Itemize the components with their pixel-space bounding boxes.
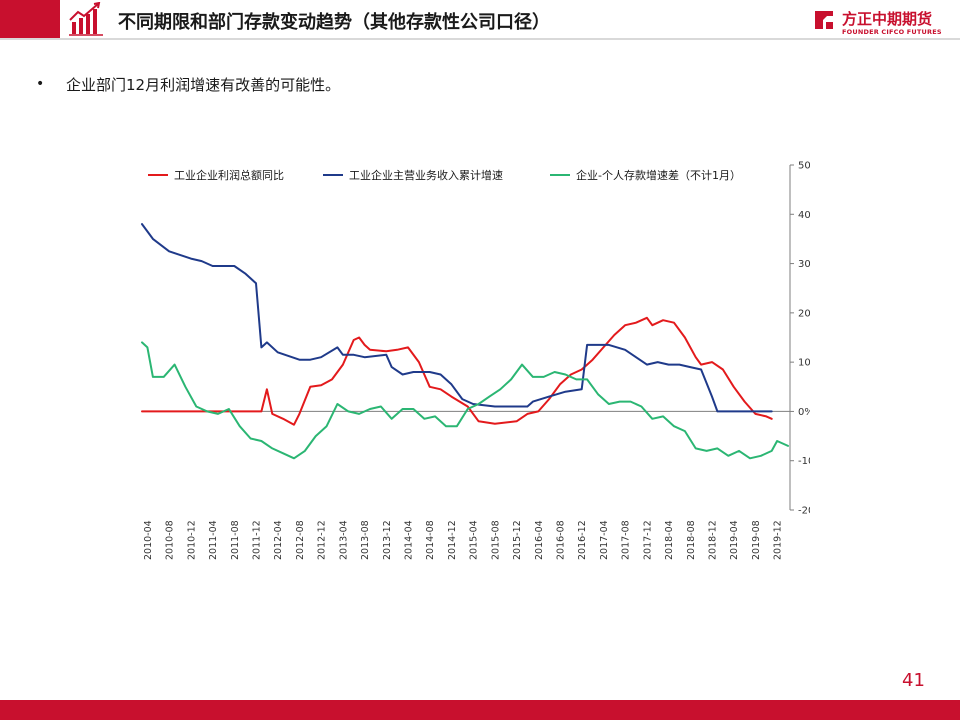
- x-tick-label: 2013-12: [382, 520, 393, 560]
- x-tick-label: 2018-12: [708, 520, 719, 560]
- page-title: 不同期限和部门存款变动趋势（其他存款性公司口径）: [118, 12, 550, 33]
- x-tick-label: 2014-12: [447, 520, 458, 560]
- x-tick-label: 2016-04: [534, 520, 545, 560]
- x-tick-label: 2012-04: [273, 520, 284, 560]
- x-tick-label: 2015-04: [469, 520, 480, 560]
- logo-english-name: FOUNDER CIFCO FUTURES: [842, 28, 942, 36]
- x-tick-label: 2019-12: [773, 520, 784, 560]
- founder-logo-icon: [815, 11, 833, 29]
- y-tick-label: 30%: [798, 259, 810, 270]
- y-tick-label: 20%: [798, 308, 810, 319]
- x-tick-label: 2013-04: [338, 520, 349, 560]
- x-tick-label: 2019-08: [751, 520, 762, 560]
- x-tick-label: 2018-04: [664, 520, 675, 560]
- growth-chart-icon: [69, 2, 103, 36]
- legend-label-3: 企业-个人存款增速差（不计1月）: [576, 168, 741, 182]
- bullet-marker: •: [36, 76, 45, 92]
- x-tick-label: 2011-08: [230, 520, 241, 560]
- page-number: 41: [902, 670, 925, 691]
- x-tick-label: 2017-12: [642, 520, 653, 560]
- y-tick-label: -10%: [798, 456, 810, 467]
- y-tick-label: 50%: [798, 161, 810, 172]
- x-tick-label: 2012-12: [317, 520, 328, 560]
- x-tick-label: 2013-08: [360, 520, 371, 560]
- footer-accent-bar: [0, 700, 960, 720]
- x-tick-label: 2018-08: [686, 520, 697, 560]
- x-tick-label: 2014-08: [425, 520, 436, 560]
- y-tick-label: 40%: [798, 210, 810, 221]
- logo-chinese-name: 方正中期期货: [842, 10, 933, 28]
- company-logo: 方正中期期货 FOUNDER CIFCO FUTURES: [812, 6, 952, 38]
- y-tick-label: 10%: [798, 358, 810, 369]
- x-tick-label: 2011-04: [208, 520, 219, 560]
- x-tick-label: 2016-12: [577, 520, 588, 560]
- header-accent-bar: [0, 0, 60, 38]
- x-tick-label: 2017-04: [599, 520, 610, 560]
- x-tick-label: 2016-08: [556, 520, 567, 560]
- y-tick-label: 0%: [798, 407, 810, 418]
- x-tick-label: 2015-08: [490, 520, 501, 560]
- header-divider: [0, 38, 960, 40]
- series-line-1: [141, 316, 773, 426]
- legend-label-1: 工业企业利润总额同比: [174, 168, 284, 182]
- x-tick-label: 2010-04: [143, 520, 154, 560]
- x-tick-label: 2012-08: [295, 520, 306, 560]
- legend-label-2: 工业企业主营业务收入累计增速: [349, 168, 503, 182]
- x-tick-label: 2011-12: [252, 520, 263, 560]
- y-tick-label: -20%: [798, 506, 810, 517]
- x-tick-label: 2010-12: [186, 520, 197, 560]
- x-tick-label: 2017-08: [621, 520, 632, 560]
- x-tick-label: 2014-04: [404, 520, 415, 560]
- line-chart: -20% -10% 0% 10% 20% 30% 40% 50% 2010-04 2010-08 2…: [141, 161, 810, 560]
- series-line-3: [141, 341, 789, 460]
- x-tick-label: 2019-04: [729, 520, 740, 560]
- series-line-2: [141, 223, 773, 413]
- x-tick-label: 2010-08: [165, 520, 176, 560]
- bullet-text: 企业部门12月利润增速有改善的可能性。: [66, 76, 341, 94]
- x-tick-label: 2015-12: [512, 520, 523, 560]
